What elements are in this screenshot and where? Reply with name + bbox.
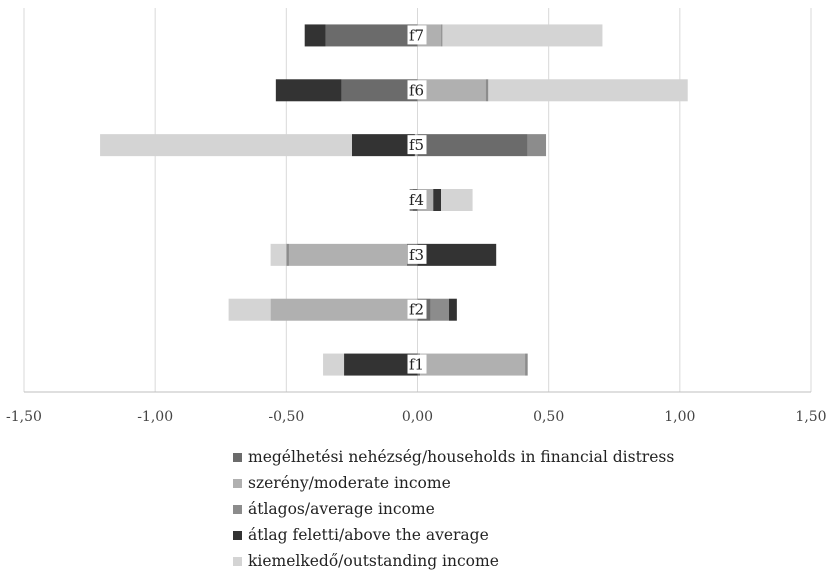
bar-f7-series-1: [325, 24, 418, 47]
legend-item: kiemelkedő/outstanding income: [233, 548, 674, 574]
bar-f7-series-5: [442, 24, 603, 47]
bar-f1-series-3: [525, 353, 528, 376]
legend-item: megélhetési nehézség/households in finan…: [233, 444, 674, 470]
legend-label: megélhetési nehézség/households in finan…: [248, 448, 675, 466]
category-label-f5: f5: [407, 135, 427, 155]
bar-f2-series-5: [228, 298, 271, 321]
bar-f5-series-5: [100, 134, 352, 157]
x-tick-label: 1,50: [795, 409, 826, 425]
bar-f1-series-2: [420, 353, 526, 376]
category-label-f3: f3: [407, 244, 427, 264]
bar-f4-series-5: [441, 189, 473, 211]
x-tick-label: 1,00: [664, 409, 695, 425]
legend-item: átlagos/average income: [233, 496, 674, 522]
bar-f3-series-5: [270, 243, 287, 266]
bar-f7-series-3: [441, 24, 443, 47]
category-label-bg: [407, 80, 427, 100]
legend-label: kiemelkedő/outstanding income: [248, 552, 499, 570]
legend-swatch: [233, 504, 242, 514]
legend-label: szerény/moderate income: [248, 474, 451, 492]
category-label-text: f6: [409, 81, 424, 99]
bar-f2-series-4: [448, 298, 457, 321]
category-label-bg: [407, 135, 427, 155]
bar-f3-series-3: [286, 243, 289, 266]
legend-item: szerény/moderate income: [233, 470, 674, 496]
category-label-f6: f6: [407, 80, 427, 100]
legend-label: átlagos/average income: [248, 500, 435, 518]
bar-f1-series-5: [323, 353, 345, 376]
bar-f6-series-2: [417, 79, 486, 102]
legend: megélhetési nehézség/households in finan…: [233, 444, 674, 574]
category-label-text: f3: [409, 246, 424, 264]
category-label-text: f1: [409, 356, 424, 374]
legend-label: átlag feletti/above the average: [248, 526, 489, 544]
x-tick-label: 0,50: [533, 409, 564, 425]
x-tick-label: -0,50: [268, 409, 304, 425]
gridlines: [23, 8, 812, 392]
bar-f7-series-4: [304, 24, 326, 47]
x-tick-label: -1,00: [137, 409, 173, 425]
category-label-text: f5: [409, 136, 424, 154]
bar-f4-series-4: [433, 189, 442, 211]
x-axis-tick-labels: -1,50 -1,00 -0,50 0,00 0,50 1,00 1,50: [6, 409, 827, 425]
bar-f5-series-4: [351, 134, 415, 157]
category-label-bg: [407, 354, 427, 374]
legend-swatch: [233, 452, 242, 462]
bar-f6-series-4: [275, 79, 342, 102]
legend-swatch: [233, 478, 242, 488]
bar-f2-series-3: [430, 298, 449, 321]
bar-f6-series-1: [341, 79, 418, 102]
category-label-f4: f4: [407, 190, 427, 209]
bars: [100, 24, 688, 376]
x-tick-label: 0,00: [402, 409, 433, 425]
bar-f3-series-2: [288, 243, 408, 266]
category-labels: f1 f2 f3 f4 f5 f6 f7: [407, 25, 427, 374]
bar-f3-series-4: [417, 243, 497, 266]
category-label-f1: f1: [407, 354, 427, 374]
chart-area: f1 f2 f3 f4 f5 f6 f7 -1,50 -1,00 -0,50 0,00 0,50 1,…: [6, 8, 827, 425]
bar-f1-series-4: [344, 353, 418, 376]
category-label-f7: f7: [407, 25, 427, 45]
category-label-text: f2: [409, 301, 424, 319]
bar-f6-series-5: [488, 79, 688, 102]
bar-f2-series-2: [270, 298, 418, 321]
category-label-text: f7: [409, 26, 424, 44]
legend-swatch: [233, 530, 242, 540]
bar-f6-series-3: [485, 79, 489, 102]
bar-f5-series-3: [527, 134, 547, 157]
legend-item: átlag feletti/above the average: [233, 522, 674, 548]
category-label-bg: [407, 299, 427, 319]
category-label-f2: f2: [407, 299, 427, 319]
x-tick-label: -1,50: [6, 409, 42, 425]
bar-f5-series-1: [417, 134, 528, 157]
category-label-bg: [407, 244, 427, 264]
category-label-bg: [407, 25, 427, 45]
legend-swatch: [233, 556, 242, 566]
category-label-bg: [407, 190, 427, 209]
category-label-text: f4: [409, 191, 424, 209]
